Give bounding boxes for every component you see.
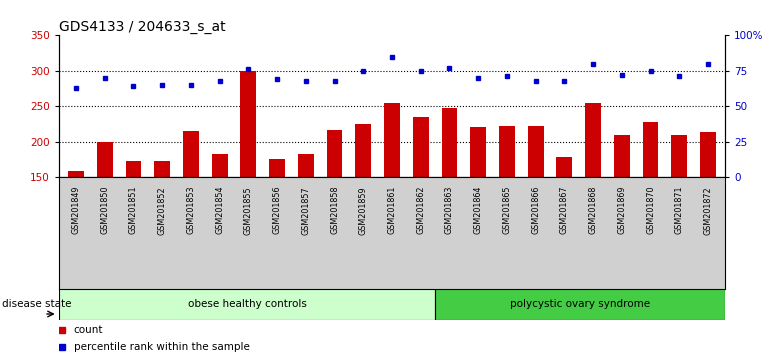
Text: GSM201850: GSM201850 [100,186,109,234]
Text: GSM201851: GSM201851 [129,186,138,234]
Bar [585,103,601,177]
Text: GSM201871: GSM201871 [675,186,684,234]
Bar [154,161,170,177]
Text: GSM201868: GSM201868 [589,186,597,234]
Text: percentile rank within the sample: percentile rank within the sample [74,342,249,352]
Text: GSM201865: GSM201865 [503,186,511,234]
Bar [700,132,716,177]
Bar [499,126,515,177]
Text: GSM201869: GSM201869 [617,186,626,234]
Bar [269,159,285,177]
Bar [327,130,343,177]
Text: GSM201862: GSM201862 [416,186,425,234]
Bar [528,126,543,177]
Text: disease state: disease state [2,299,71,309]
Text: count: count [74,325,103,335]
Text: GSM201866: GSM201866 [531,186,540,234]
Bar [298,154,314,177]
Bar [59,289,435,320]
Text: GSM201849: GSM201849 [71,186,81,234]
Bar [183,131,199,177]
Bar [212,154,227,177]
Text: GSM201853: GSM201853 [187,186,195,234]
Text: obese healthy controls: obese healthy controls [187,299,307,309]
Bar [470,127,486,177]
Text: GSM201852: GSM201852 [158,186,167,235]
Bar [643,122,659,177]
Text: GSM201864: GSM201864 [474,186,483,234]
Text: GSM201858: GSM201858 [330,186,339,234]
Text: GSM201872: GSM201872 [703,186,713,235]
Bar [355,124,371,177]
Bar [241,71,256,177]
Text: GSM201857: GSM201857 [301,186,310,235]
Text: GSM201863: GSM201863 [445,186,454,234]
Bar [557,157,572,177]
Bar [125,161,141,177]
Bar [68,171,84,177]
Text: GSM201870: GSM201870 [646,186,655,234]
Text: GSM201854: GSM201854 [215,186,224,234]
Text: GSM201867: GSM201867 [560,186,569,234]
Text: polycystic ovary syndrome: polycystic ovary syndrome [510,299,651,309]
Text: GSM201855: GSM201855 [244,186,253,235]
Text: GSM201861: GSM201861 [387,186,397,234]
Bar [384,103,400,177]
Bar [97,142,113,177]
Bar [435,289,725,320]
Text: GDS4133 / 204633_s_at: GDS4133 / 204633_s_at [59,21,226,34]
Bar [614,135,630,177]
Bar [413,117,429,177]
Text: GSM201856: GSM201856 [273,186,281,234]
Bar [671,135,687,177]
Bar [441,108,457,177]
Text: GSM201859: GSM201859 [359,186,368,235]
